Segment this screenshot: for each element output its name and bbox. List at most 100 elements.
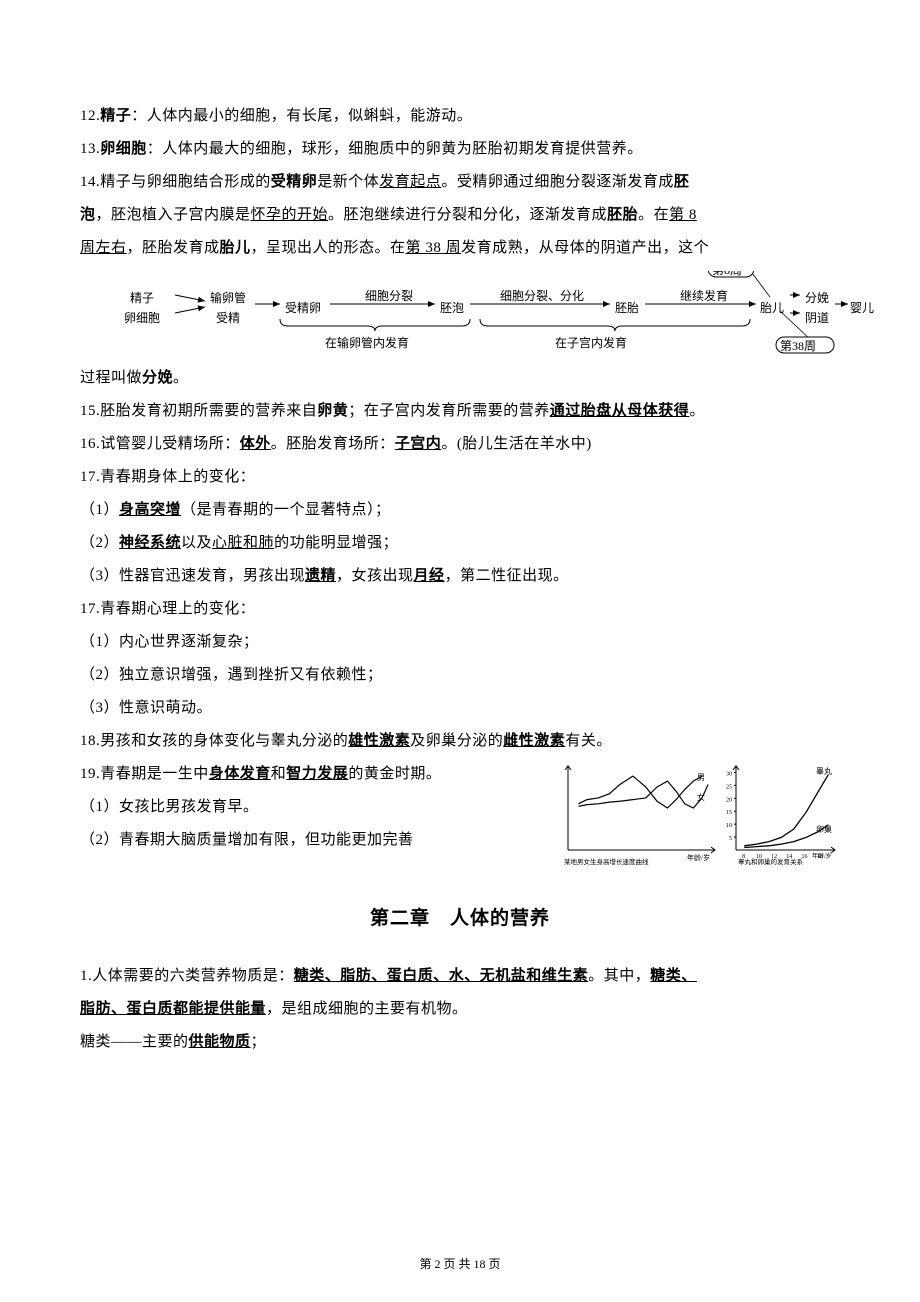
svg-text:20: 20 xyxy=(726,797,732,803)
svg-text:受精: 受精 xyxy=(216,311,240,325)
svg-text:年龄/岁: 年龄/岁 xyxy=(687,853,710,862)
t: 。在 xyxy=(638,207,669,223)
t: 分娩 xyxy=(142,370,173,386)
svg-text:男: 男 xyxy=(697,773,705,782)
t: 第 38 周 xyxy=(406,240,462,256)
t: 1.人体需要的六类营养物质是： xyxy=(80,968,294,984)
item-17-1: （1）身高突增（是青春期的一个显著特点）； xyxy=(80,494,840,527)
svg-text:25: 25 xyxy=(726,784,732,790)
t: ，是组成细胞的主要有机物。 xyxy=(266,1001,468,1017)
svg-text:输卵管: 输卵管 xyxy=(210,290,246,305)
side-figures: 男女年龄/岁某地男女生身高增长速度曲线 51015202530810121416… xyxy=(550,758,840,873)
item-12-text: ：人体内最小的细胞，有长尾，似蝌蚪，能游动。 xyxy=(131,108,472,124)
t: 胎儿 xyxy=(220,240,251,256)
t: 遗精 xyxy=(305,568,336,584)
t: 有关。 xyxy=(565,733,612,749)
t: 怀孕的开始 xyxy=(251,207,329,223)
t: 。其中， xyxy=(588,968,650,984)
item-13-text: ：人体内最大的细胞，球形，细胞质中的卵黄为胚胎初期发育提供营养。 xyxy=(147,141,643,157)
growth-chart: 男女年龄/岁 某地男女生身高增长速度曲线 xyxy=(550,758,720,868)
t: 糖类——主要的 xyxy=(80,1034,189,1050)
item-14-line2: 泡，胚泡植入子宫内膜是怀孕的开始。胚泡继续进行分裂和分化，逐渐发育成胚胎。在第 … xyxy=(80,199,840,232)
nut-1-line1: 1.人体需要的六类营养物质是：糖类、脂肪、蛋白质、水、无机盐和维生素。其中，糖类… xyxy=(80,960,840,993)
t: 及卵巢分泌的 xyxy=(410,733,503,749)
t: 周左右 xyxy=(80,240,127,256)
item-14-end: 过程叫做分娩。 xyxy=(80,362,840,395)
svg-text:女: 女 xyxy=(697,792,705,802)
svg-text:5: 5 xyxy=(729,836,732,842)
t: 以及 xyxy=(181,535,212,551)
t: 神经系统 xyxy=(119,535,181,551)
flow-diagram: 精子卵细胞输卵管受精受精卵细胞分裂胚泡细胞分裂、分化胚胎继续发育胎儿分娩阴道婴儿… xyxy=(80,271,840,356)
organ-chart: 5101520253081012141618睾丸卵巢年龄/岁睾丸和卵巢的发育关系 xyxy=(720,758,840,868)
t: 。胚胎发育场所： xyxy=(271,436,395,452)
t: 月经 xyxy=(414,568,445,584)
svg-text:睾丸: 睾丸 xyxy=(816,766,832,776)
t: 和 xyxy=(271,766,287,782)
t: （3）性器官迅速发育，男孩出现 xyxy=(80,568,305,584)
t: 过程叫做 xyxy=(80,370,142,386)
svg-text:第8周: 第8周 xyxy=(712,271,742,277)
t: 。(胎儿生活在羊水中) xyxy=(441,436,592,452)
t: ；在子宫内发育所需要的营养 xyxy=(348,403,550,419)
item-17-3: （3）性器官迅速发育，男孩出现遗精，女孩出现月经，第二性征出现。 xyxy=(80,560,840,593)
svg-text:细胞分裂、分化: 细胞分裂、分化 xyxy=(500,289,584,303)
t: 受精卵 xyxy=(271,174,318,190)
item-14-line1: 14.精子与卵细胞结合形成的受精卵是新个体发育起点。受精卵通过细胞分裂逐渐发育成… xyxy=(80,166,840,199)
t: 。 xyxy=(173,370,189,386)
svg-text:卵巢: 卵巢 xyxy=(816,824,832,834)
svg-text:阴道: 阴道 xyxy=(805,311,829,325)
t: 心脏和肺 xyxy=(212,535,274,551)
t: 发育起点 xyxy=(379,174,441,190)
svg-text:在输卵管内发育: 在输卵管内发育 xyxy=(325,335,409,350)
item-18: 18.男孩和女孩的身体变化与睾丸分泌的雄性激素及卵巢分泌的雌性激素有关。 xyxy=(80,725,840,758)
t: （1） xyxy=(80,502,119,518)
t: 。 xyxy=(689,403,705,419)
svg-text:第38周: 第38周 xyxy=(780,339,816,353)
t: ； xyxy=(251,1034,267,1050)
item-13: 13.卵细胞：人体内最大的细胞，球形，细胞质中的卵黄为胚胎初期发育提供营养。 xyxy=(80,133,840,166)
svg-text:30: 30 xyxy=(726,771,732,777)
svg-text:细胞分裂: 细胞分裂 xyxy=(365,289,413,303)
t: 糖类、脂肪、蛋白质、水、无机盐和维生素 xyxy=(294,968,589,984)
svg-text:某地男女生身高增长速度曲线: 某地男女生身高增长速度曲线 xyxy=(564,857,649,866)
t: 糖类、 xyxy=(650,968,697,984)
t: 胚 xyxy=(674,174,690,190)
t: 雄性激素 xyxy=(348,733,410,749)
item-17b-1: （1）内心世界逐渐复杂； xyxy=(80,626,840,659)
t: 18.男孩和女孩的身体变化与睾丸分泌的 xyxy=(80,733,348,749)
svg-text:继续发育: 继续发育 xyxy=(680,288,728,303)
item-13-num: 13. xyxy=(80,141,100,157)
svg-text:在子宫内发育: 在子宫内发育 xyxy=(555,335,627,350)
svg-text:卵细胞: 卵细胞 xyxy=(124,311,160,325)
item-17: 17.青春期身体上的变化： xyxy=(80,461,840,494)
t: （是青春期的一个显著特点）； xyxy=(181,502,391,518)
t: ，胚胎发育成 xyxy=(127,240,220,256)
nut-2: 糖类——主要的供能物质； xyxy=(80,1026,840,1059)
chapter-title: 第二章 人体的营养 xyxy=(80,903,840,930)
item-12: 12.精子：人体内最小的细胞，有长尾，似蝌蚪，能游动。 xyxy=(80,100,840,133)
svg-text:睾丸和卵巢的发育关系: 睾丸和卵巢的发育关系 xyxy=(738,857,804,866)
item-17-2: （2）神经系统以及心脏和肺的功能明显增强； xyxy=(80,527,840,560)
t: 卵黄 xyxy=(317,403,348,419)
svg-text:10: 10 xyxy=(726,823,732,829)
t: 。受精卵通过细胞分裂逐渐发育成 xyxy=(441,174,674,190)
item-12-num: 12. xyxy=(80,108,100,124)
t: 。胚泡继续进行分裂和分化，逐渐发育成 xyxy=(328,207,607,223)
t: 通过胎盘从母体获得 xyxy=(550,403,690,419)
t: 15.胚胎发育初期所需要的营养来自 xyxy=(80,403,317,419)
svg-text:胚泡: 胚泡 xyxy=(440,301,464,315)
t: 体外 xyxy=(240,436,271,452)
item-12-term: 精子 xyxy=(100,108,131,124)
item-13-term: 卵细胞 xyxy=(100,141,147,157)
t: 的功能明显增强； xyxy=(274,535,398,551)
t: 雌性激素 xyxy=(503,733,565,749)
t: 第 8 xyxy=(669,207,697,223)
svg-text:婴儿: 婴儿 xyxy=(850,301,874,315)
t: 14.精子与卵细胞结合形成的 xyxy=(80,174,271,190)
t: （2） xyxy=(80,535,119,551)
item-14-line3: 周左右，胚胎发育成胎儿，呈现出人的形态。在第 38 周发育成熟，从母体的阴道产出… xyxy=(80,232,840,265)
t: ，女孩出现 xyxy=(336,568,414,584)
svg-text:胚胎: 胚胎 xyxy=(615,301,639,315)
svg-text:精子: 精子 xyxy=(130,291,154,305)
